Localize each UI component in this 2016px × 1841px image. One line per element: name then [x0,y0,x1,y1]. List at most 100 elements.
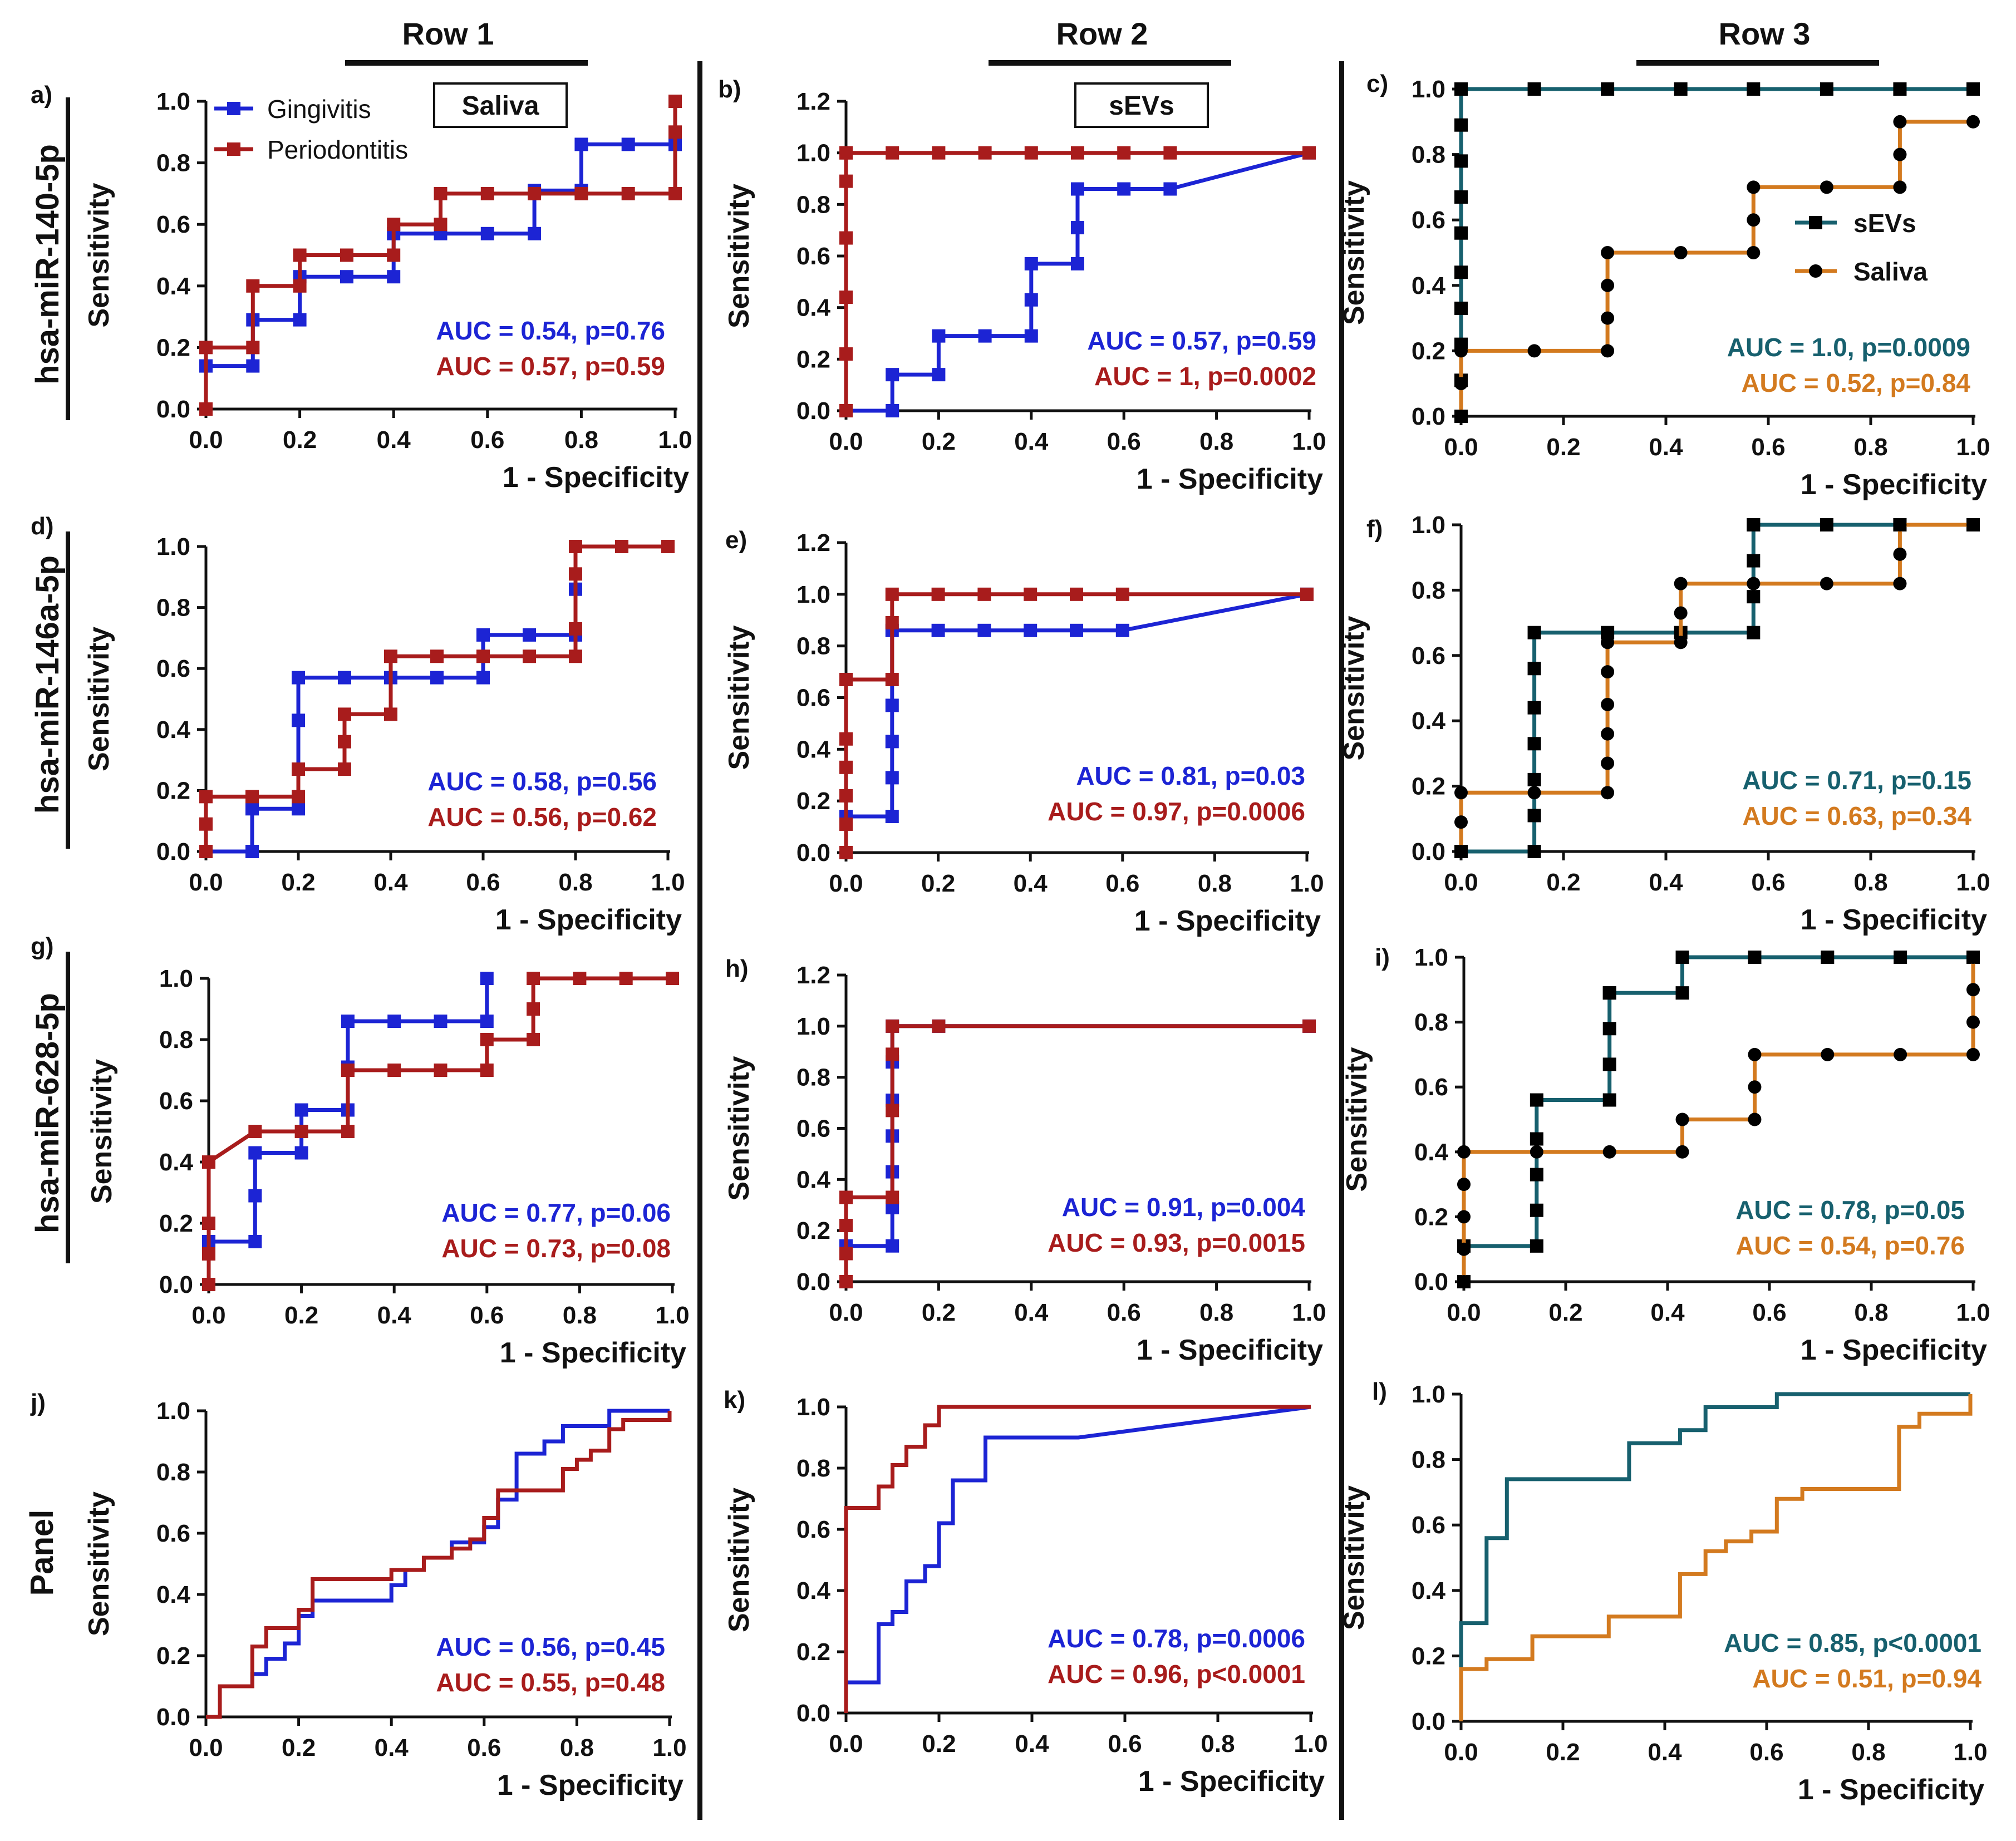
series-line-gingivitis [206,589,578,854]
data-point [839,673,853,687]
data-point [621,186,635,200]
data-point [1527,786,1541,800]
data-point [1601,727,1615,741]
y-tick-label: 0.6 [796,1516,830,1543]
x-axis-title: 1 - Specificity [1801,1334,1987,1366]
column-title-1: Row 1 [402,16,494,51]
data-point [528,227,542,240]
row-label-bar-1 [66,97,70,420]
y-tick-label: 0.0 [1412,838,1445,865]
data-point [527,1002,540,1016]
data-point [1070,623,1083,637]
y-tick-label: 0.2 [1412,773,1445,800]
series-line-sevs [1459,1392,1970,1721]
y-tick-label: 0.4 [796,736,831,763]
auc-annotation: AUC = 0.63, p=0.34 [1742,801,1971,830]
y-tick-label: 0.6 [796,685,830,712]
series-line-periodontitis [844,151,1309,411]
chart-panel-b: b) 0.0 0.2 0.4 0.6 0.8 1.0 0.0 0.2 0.4 0.6 0.8 1.0 1.… [718,76,1326,495]
data-point [885,810,899,824]
data-point [839,291,853,304]
x-axis-title: 1 - Specificity [1801,904,1987,936]
data-point [1454,118,1468,132]
chart-panel-a: a) 0.0 0.2 0.4 0.6 0.8 1.0 0.0 0.2 0.4 0.6 0.8 1.0 1 … [31,81,692,494]
data-point [245,790,259,804]
x-tick-label: 0.8 [560,1734,594,1761]
data-point [523,628,536,642]
data-point [574,186,588,200]
data-point [1163,182,1177,196]
data-point [668,186,682,200]
data-point [1457,1275,1471,1288]
column-title-3: Row 3 [1719,16,1811,51]
data-point [430,671,444,685]
data-point [1674,606,1688,620]
y-tick-label: 0.2 [156,777,190,804]
data-point [931,587,945,601]
legend-marker-gingivitis [227,102,240,115]
auc-annotation: AUC = 0.85, p<0.0001 [1724,1628,1981,1657]
y-tick-label: 0.6 [159,1087,193,1115]
data-point [199,790,213,804]
x-tick-label: 0.8 [563,1302,597,1329]
data-point [202,1217,215,1230]
x-tick-label: 0.2 [1546,434,1580,461]
label-box-saliva: Saliva [433,82,568,128]
label-box-saliva-frame [433,82,568,128]
y-tick-label: 0.6 [1414,1074,1448,1101]
y-tick-label: 0.0 [1412,403,1445,430]
x-tick-label: 0.2 [922,1730,956,1758]
x-tick-label: 0.4 [373,869,408,896]
data-point [246,359,260,373]
y-tick-label: 0.8 [156,150,190,177]
data-point [1601,756,1615,770]
data-point [932,329,946,343]
data-point [248,1189,262,1203]
chart-panel-g: g) 0.0 0.2 0.4 0.6 0.8 1.0 0.0 0.2 0.4 0.6 0.8 1.0 1 … [31,933,690,1369]
data-point [1530,1239,1543,1253]
data-point [619,972,633,985]
x-tick-label: 1.0 [651,869,685,896]
data-point [569,649,582,663]
data-point [1527,344,1541,358]
chart-panel-h: h) 0.0 0.2 0.4 0.6 0.8 1.0 0.0 0.2 0.4 0.6 0.8 1.0 1.… [723,955,1326,1366]
data-point [387,1064,401,1077]
data-point [430,649,444,663]
auc-annotation: AUC = 0.51, p=0.94 [1752,1664,1981,1693]
y-tick-label: 1.2 [796,88,830,115]
y-axis-title: Sensitivity [86,1059,118,1204]
data-point [1457,1145,1471,1159]
data-point [1071,257,1084,270]
data-point [1748,1047,1762,1061]
data-point [1748,1080,1762,1094]
data-point [1527,662,1541,676]
row-label-4: Panel [24,1510,60,1596]
x-tick-label: 0.8 [1199,428,1233,455]
data-point [1601,697,1615,711]
data-point [1675,1113,1689,1126]
data-point [338,735,351,749]
data-point [434,1015,448,1028]
data-point [839,1247,853,1261]
data-point [1024,257,1038,270]
x-tick-label: 0.4 [377,1302,412,1329]
data-point [387,248,401,262]
y-tick-label: 0.8 [156,594,190,622]
data-point [1454,154,1468,168]
data-point [839,404,853,417]
x-tick-label: 0.4 [1649,869,1683,896]
auc-annotation: AUC = 0.71, p=0.15 [1742,766,1971,795]
y-axis-title: Sensitivity [83,1491,115,1636]
x-tick-label: 1.0 [655,1302,689,1329]
auc-annotation: AUC = 0.96, p<0.0001 [1048,1660,1305,1689]
x-tick-label: 1.0 [1956,1299,1990,1326]
data-point [1601,246,1615,259]
data-point [839,732,853,746]
series-line-saliva [1459,1394,1973,1721]
chart-panel-l: l) 0.0 0.2 0.4 0.6 0.8 1.0 0.0 0.2 0.4 0.6 0.8 1.0 1 … [1338,1378,1988,1806]
legend-marker-saliva [1809,264,1822,278]
data-point [1601,311,1615,325]
data-point [932,1019,946,1033]
data-point [1070,587,1083,601]
data-point [1602,1057,1616,1071]
